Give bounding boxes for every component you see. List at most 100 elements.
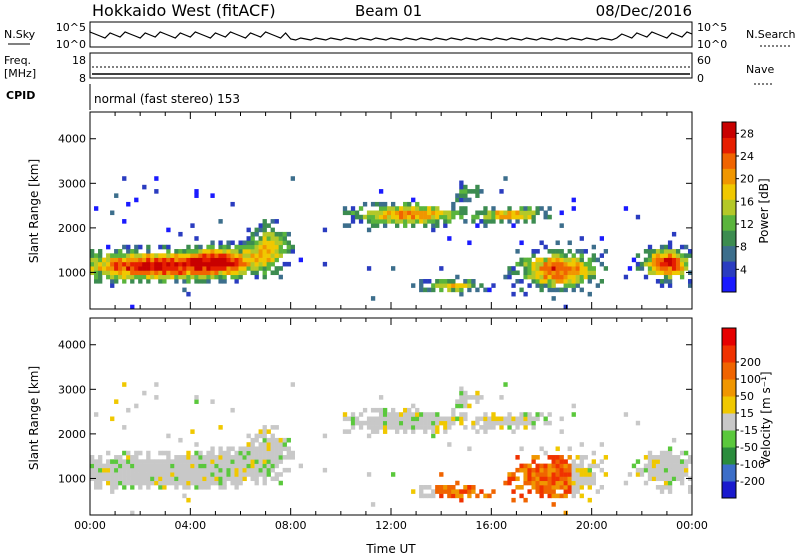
velocity-cell [447, 442, 452, 447]
velocity-cell [587, 485, 592, 490]
power-cell [447, 236, 452, 241]
velocity-cell [635, 459, 641, 464]
velocity-cell [435, 489, 440, 494]
power-cell [515, 261, 520, 267]
velocity-cell [531, 476, 536, 482]
velocity-cell [198, 480, 203, 486]
power-cell [154, 176, 159, 181]
power-cell [98, 270, 103, 276]
power-cell [198, 279, 203, 284]
velocity-cell [539, 493, 544, 499]
power-cell [162, 270, 167, 276]
power-cell [571, 197, 576, 203]
power-cell [643, 249, 649, 254]
colorbar-tick-label: -200 [740, 475, 765, 488]
power-cell [278, 249, 283, 254]
velocity-cell [499, 395, 504, 400]
power-cell [258, 253, 263, 258]
velocity-cell [563, 459, 568, 464]
power-cell [599, 236, 604, 241]
velocity-cell [571, 476, 576, 482]
velocity-cell [190, 480, 195, 486]
velocity-cell [138, 463, 143, 469]
power-cell [539, 240, 544, 246]
velocity-cell [110, 463, 115, 469]
velocity-cell [519, 493, 524, 499]
power-cell [667, 253, 673, 258]
power-cell [206, 261, 211, 267]
power-cell [94, 253, 99, 258]
power-cell [198, 253, 203, 258]
velocity-cell [407, 425, 412, 430]
velocity-cell [551, 455, 556, 460]
velocity-cell [234, 472, 239, 477]
velocity-cell [234, 459, 239, 464]
velocity-cell [663, 472, 669, 477]
power-cell [539, 279, 544, 284]
power-cell [435, 223, 440, 228]
power-cell [218, 244, 223, 250]
power-cell [226, 261, 231, 267]
velocity-cell [106, 472, 111, 477]
velocity-cell [459, 497, 464, 503]
power-cell [182, 274, 187, 280]
power-cell [270, 249, 275, 254]
velocity-cell [150, 476, 155, 482]
power-cell [146, 253, 151, 258]
power-cell [98, 274, 103, 280]
power-cell [683, 261, 689, 267]
velocity-cell [250, 463, 255, 469]
power-cell [238, 253, 243, 258]
power-cell [591, 244, 596, 250]
power-cell [122, 261, 127, 267]
nave-label: Nave [746, 63, 774, 76]
power-cell [234, 266, 239, 271]
power-cell [166, 227, 171, 233]
power-cell [491, 219, 496, 224]
power-cell [190, 274, 195, 280]
velocity-cell [475, 399, 480, 404]
power-cell [158, 266, 163, 271]
velocity-cell [274, 455, 279, 460]
power-cell [579, 253, 584, 258]
power-cell [266, 266, 271, 271]
power-cell [523, 270, 528, 276]
power-cell [547, 274, 552, 280]
power-cell [583, 261, 588, 267]
power-cell [166, 270, 171, 276]
velocity-cell [443, 416, 448, 422]
velocity-cell [226, 476, 231, 482]
velocity-cell [218, 472, 223, 477]
power-cell [439, 266, 444, 271]
power-cell [455, 283, 460, 288]
power-cell [194, 257, 199, 263]
velocity-cell [679, 480, 685, 486]
power-cell [262, 257, 267, 263]
velocity-cell [583, 480, 588, 486]
power-cell [166, 261, 171, 267]
power-cell [190, 257, 195, 263]
beam-label: Beam 01 [355, 2, 422, 20]
power-cell [535, 283, 540, 288]
velocity-cell [643, 455, 649, 460]
power-cell [158, 257, 163, 263]
power-cell [451, 210, 456, 216]
power-cell [386, 219, 392, 224]
power-cell [130, 266, 135, 271]
velocity-cell [130, 459, 135, 464]
power-cell [687, 249, 693, 254]
power-cell [571, 206, 576, 211]
velocity-cell [503, 420, 508, 426]
x-tick-label: 16:00 [475, 519, 507, 532]
velocity-cell [459, 390, 464, 396]
power-cell [531, 279, 536, 284]
power-cell [122, 279, 127, 284]
velocity-cell [547, 480, 552, 486]
power-cell [591, 270, 596, 276]
power-cell [230, 257, 235, 263]
power-cell [511, 291, 516, 297]
velocity-cell [234, 455, 239, 460]
velocity-cell [403, 425, 408, 430]
power-cell [563, 274, 568, 280]
velocity-cell [563, 476, 568, 482]
